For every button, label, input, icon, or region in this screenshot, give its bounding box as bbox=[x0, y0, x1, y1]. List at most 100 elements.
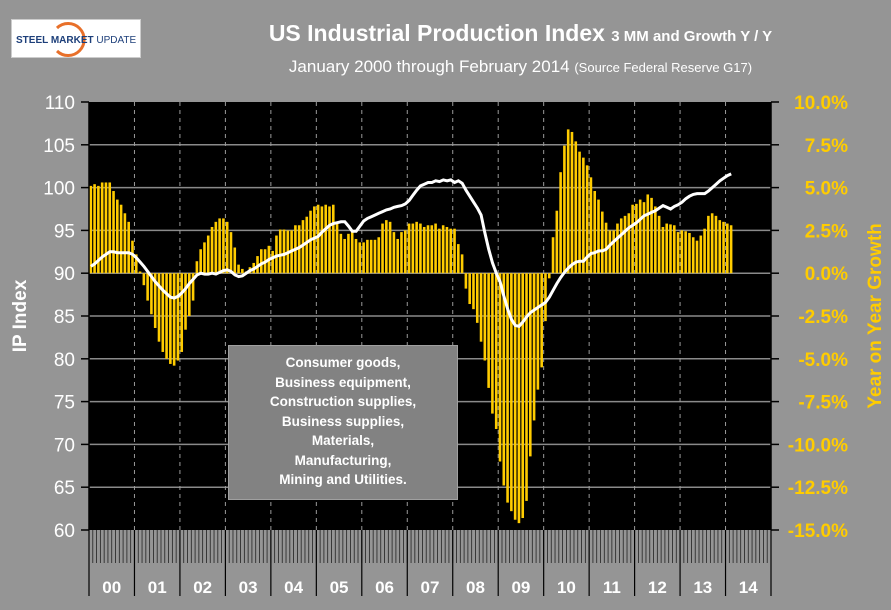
annotation-line: Manufacturing, bbox=[294, 452, 392, 468]
growth-bar bbox=[680, 230, 684, 274]
growth-bar bbox=[578, 151, 581, 274]
growth-bar bbox=[479, 273, 483, 342]
growth-bar bbox=[434, 223, 437, 274]
growth-bar bbox=[138, 271, 142, 274]
growth-bar bbox=[502, 273, 506, 486]
growth-bar bbox=[510, 273, 513, 512]
growth-bar bbox=[441, 225, 445, 274]
year-label: 05 bbox=[330, 578, 349, 597]
growth-bar bbox=[589, 177, 593, 274]
right-tick-label: 2.5% bbox=[805, 221, 848, 242]
growth-bar bbox=[612, 230, 615, 274]
growth-bar bbox=[566, 129, 570, 274]
growth-bar bbox=[532, 273, 536, 421]
growth-bar bbox=[472, 273, 475, 310]
growth-bar bbox=[597, 199, 600, 274]
growth-bar bbox=[627, 213, 631, 274]
growth-bar bbox=[97, 185, 100, 274]
growth-bar bbox=[165, 273, 168, 359]
growth-bar bbox=[430, 225, 434, 274]
growth-bar bbox=[710, 213, 714, 274]
growth-bar bbox=[616, 223, 619, 274]
growth-bar bbox=[127, 221, 130, 274]
growth-bar bbox=[282, 229, 286, 274]
growth-bar bbox=[119, 204, 123, 274]
growth-bar bbox=[525, 273, 528, 501]
title-suffix: 3 MM and Growth Y / Y bbox=[611, 28, 773, 45]
growth-bar bbox=[180, 273, 184, 352]
growth-bar bbox=[460, 254, 464, 274]
growth-bar bbox=[585, 165, 589, 274]
growth-bar bbox=[513, 273, 517, 520]
growth-bar bbox=[93, 184, 96, 274]
right-tick-label: 0.0% bbox=[805, 264, 848, 285]
growth-bar bbox=[726, 223, 729, 274]
growth-bar bbox=[328, 206, 331, 274]
left-tick-label: 110 bbox=[45, 93, 75, 114]
growth-bar bbox=[331, 204, 335, 274]
growth-bar bbox=[150, 273, 153, 315]
growth-bar bbox=[100, 182, 104, 274]
left-tick-label: 105 bbox=[43, 136, 75, 157]
right-tick-label: -5.0% bbox=[798, 350, 848, 371]
left-tick-label: 95 bbox=[54, 221, 75, 242]
annotation-line: Consumer goods, bbox=[285, 355, 401, 370]
growth-bar bbox=[214, 221, 218, 274]
growth-bar bbox=[362, 242, 365, 274]
growth-bar bbox=[320, 206, 324, 274]
growth-bar bbox=[343, 238, 346, 274]
year-label: 09 bbox=[511, 578, 530, 597]
growth-bar bbox=[388, 221, 392, 274]
growth-bar bbox=[396, 238, 399, 274]
growth-bar bbox=[260, 249, 263, 274]
growth-bar bbox=[256, 256, 259, 274]
growth-bar bbox=[172, 273, 176, 366]
growth-bar bbox=[339, 233, 343, 274]
growth-bar bbox=[494, 273, 498, 429]
growth-bar bbox=[415, 221, 418, 274]
year-label: 12 bbox=[648, 578, 667, 597]
growth-bar bbox=[199, 249, 202, 274]
right-tick-label: -10.0% bbox=[788, 435, 848, 456]
annotation-line: Business equipment, bbox=[275, 374, 411, 390]
growth-bar bbox=[411, 223, 415, 274]
growth-bar bbox=[324, 204, 327, 274]
growth-bar bbox=[593, 191, 597, 274]
growth-bar bbox=[354, 238, 358, 274]
growth-bar bbox=[309, 210, 312, 274]
chart-title: US Industrial Production Index 3 MM and … bbox=[150, 20, 891, 47]
growth-bar bbox=[563, 145, 566, 274]
growth-bar bbox=[654, 206, 657, 274]
growth-bar bbox=[385, 220, 388, 274]
growth-bar bbox=[419, 223, 422, 274]
growth-bar bbox=[457, 244, 460, 274]
growth-bar bbox=[619, 218, 623, 274]
growth-bar bbox=[407, 223, 411, 274]
growth-bar bbox=[703, 228, 706, 274]
growth-bar bbox=[347, 233, 350, 274]
title-main: US Industrial Production Index bbox=[268, 20, 605, 46]
growth-bar bbox=[646, 194, 650, 274]
growth-bar bbox=[222, 218, 225, 274]
annotation-line: Construction supplies, bbox=[269, 394, 417, 409]
growth-bar bbox=[153, 273, 157, 328]
annotation-line: Materials, bbox=[311, 433, 375, 448]
growth-bar bbox=[650, 197, 653, 274]
growth-bar bbox=[529, 273, 532, 457]
growth-bar bbox=[487, 273, 490, 388]
growth-bar bbox=[657, 215, 661, 274]
growth-bar bbox=[691, 237, 695, 274]
growth-bar bbox=[237, 264, 240, 274]
growth-bar bbox=[729, 225, 733, 274]
growth-bar bbox=[373, 239, 377, 274]
growth-bar bbox=[672, 225, 676, 274]
growth-bar bbox=[722, 221, 725, 274]
growth-bar bbox=[369, 239, 373, 274]
growth-bar bbox=[366, 239, 369, 274]
left-tick-label: 70 bbox=[54, 435, 75, 456]
growth-bar bbox=[422, 226, 426, 274]
growth-bar bbox=[142, 273, 146, 286]
left-tick-label: 85 bbox=[54, 307, 75, 328]
growth-bar bbox=[521, 273, 525, 519]
right-tick-label: 7.5% bbox=[805, 136, 848, 157]
